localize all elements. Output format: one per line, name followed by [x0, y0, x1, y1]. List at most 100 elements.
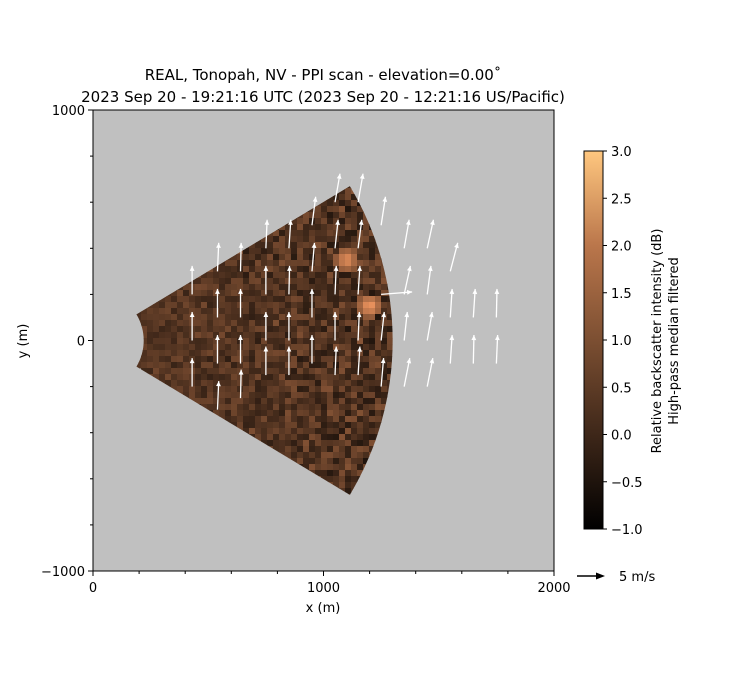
heat-cell: [159, 320, 166, 327]
heat-cell: [339, 404, 346, 411]
heat-cell: [309, 254, 316, 261]
heat-cell: [267, 302, 274, 309]
heat-cell: [219, 320, 226, 327]
heat-cell: [225, 338, 232, 345]
heat-cell: [201, 338, 208, 345]
heat-cell: [387, 344, 393, 351]
heat-cell: [375, 410, 382, 417]
wind-vector: [403, 311, 410, 341]
heat-cell: [321, 464, 328, 471]
heat-cell: [249, 356, 256, 363]
heat-cell: [309, 380, 316, 387]
heat-cell: [249, 248, 256, 255]
heat-cell: [363, 338, 370, 345]
heat-cell: [369, 410, 376, 417]
heat-cell: [387, 308, 393, 315]
heat-cell: [189, 386, 196, 393]
heat-cell: [207, 350, 214, 357]
heat-cell: [339, 356, 346, 363]
heat-cell: [183, 386, 190, 393]
heat-cell: [291, 284, 298, 291]
heat-cell: [381, 332, 388, 339]
heat-cell: [351, 200, 358, 207]
heat-cell: [339, 230, 346, 237]
x-tick-label: 0: [89, 581, 97, 596]
heat-cell: [369, 380, 376, 387]
heat-cell: [303, 308, 310, 315]
wind-vector-head: [286, 311, 292, 317]
heat-cell: [339, 260, 346, 267]
wind-vector-head: [406, 358, 412, 364]
heat-cell: [279, 248, 286, 255]
heat-cell: [333, 212, 340, 219]
heat-cell: [309, 410, 316, 417]
heat-cell: [363, 428, 370, 435]
heat-cell: [309, 464, 316, 471]
heat-cell: [207, 380, 214, 387]
wind-vector: [449, 334, 455, 364]
heat-cell: [333, 470, 340, 477]
heat-cell: [363, 302, 370, 309]
heat-cell: [327, 410, 334, 417]
heat-cell: [213, 296, 220, 303]
heat-cell: [273, 266, 280, 273]
heat-cell: [231, 314, 238, 321]
heat-cell: [339, 440, 346, 447]
heat-cell: [285, 284, 292, 291]
heat-cell: [219, 362, 226, 369]
heat-cell: [327, 320, 334, 327]
heat-cell: [291, 416, 298, 423]
heat-cell: [351, 206, 358, 213]
heat-cell: [285, 326, 292, 333]
heat-cell: [297, 374, 304, 381]
heat-cell: [285, 404, 292, 411]
heat-cell: [273, 332, 280, 339]
heat-cell: [327, 404, 334, 411]
heat-cell: [357, 380, 364, 387]
heat-cell: [231, 272, 238, 279]
heat-cell: [357, 452, 364, 459]
heat-cell: [327, 446, 334, 453]
heat-cell: [369, 326, 376, 333]
heat-cell: [291, 290, 298, 297]
heat-cell: [147, 368, 154, 375]
heat-cell: [351, 368, 358, 375]
heat-cell: [321, 416, 328, 423]
heat-cell: [159, 356, 166, 363]
heat-cell: [147, 314, 154, 321]
heat-cell: [369, 320, 376, 327]
wind-vector-head: [428, 311, 434, 318]
heat-cell: [339, 284, 346, 291]
heat-cell: [165, 314, 172, 321]
heat-cell: [255, 386, 262, 393]
heat-cell: [291, 374, 298, 381]
wind-vector: [449, 242, 459, 272]
heat-cell: [375, 266, 382, 273]
heat-cell: [177, 308, 184, 315]
heat-cell: [291, 278, 298, 285]
heat-cell: [267, 308, 274, 315]
heat-cell: [357, 410, 364, 417]
heat-cell: [321, 260, 328, 267]
heat-cell: [363, 236, 370, 243]
heat-cell: [219, 380, 226, 387]
heat-cell: [363, 416, 370, 423]
heat-cell: [285, 338, 292, 345]
heat-cell: [171, 380, 178, 387]
heat-cell: [297, 326, 304, 333]
wind-vector-head: [216, 381, 221, 387]
heat-cell: [279, 392, 286, 399]
heat-cell: [273, 272, 280, 279]
heat-cell: [291, 398, 298, 405]
heat-cell: [273, 314, 280, 321]
heat-cell: [171, 362, 178, 369]
heat-cell: [303, 428, 310, 435]
heat-cell: [303, 212, 310, 219]
heat-cell: [261, 260, 268, 267]
heat-cell: [243, 332, 250, 339]
heat-cell: [153, 362, 160, 369]
heat-cell: [267, 368, 274, 375]
heat-cell: [339, 302, 346, 309]
heat-cell: [243, 260, 250, 267]
heat-cell: [357, 248, 364, 255]
